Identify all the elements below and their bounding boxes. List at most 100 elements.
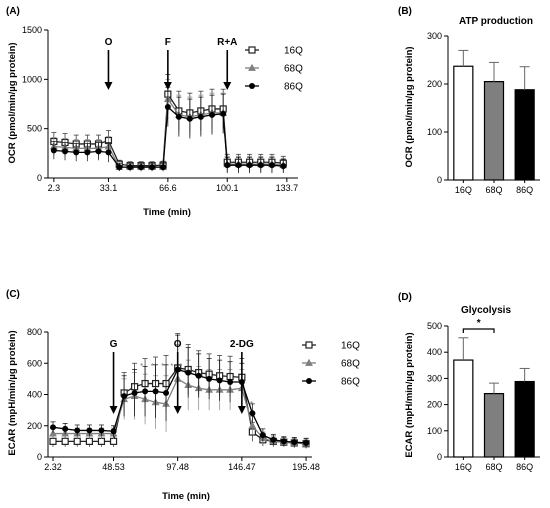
- panel-d-significance-star: *: [477, 318, 481, 329]
- panel-b-y-tick-label: 0: [437, 175, 442, 185]
- panel-a-86Q-marker: [149, 164, 156, 171]
- panel-c-significance-star: *: [161, 362, 164, 371]
- panel-a-86Q-marker: [138, 164, 145, 171]
- panel-a-injection-arrow-head: [163, 82, 172, 90]
- panel-a-x-tick-label: 100.1: [216, 183, 239, 193]
- panel-c-86Q-marker: [270, 436, 277, 443]
- panel-a-x-tick-label: 133.7: [276, 183, 299, 193]
- panel-a-86Q-marker: [73, 149, 80, 156]
- panel-a-86Q-marker: [105, 149, 112, 156]
- panel-a-legend-marker: [248, 63, 256, 71]
- panel-c-injection-label: G: [110, 339, 118, 350]
- panel-a-86Q-marker: [84, 149, 91, 156]
- panel-c-significance-star: *: [170, 362, 173, 371]
- panel-a-86Q-marker: [257, 162, 264, 169]
- panel-c-y-tick-label: 600: [27, 358, 42, 368]
- panel-a-y-tick-label: 500: [27, 124, 42, 134]
- panel-c-86Q-marker: [249, 410, 256, 417]
- panel-c-86Q-marker: [50, 424, 57, 431]
- panel-c-significance-star: *: [140, 362, 143, 371]
- panel-a-legend-marker: [248, 46, 256, 54]
- panel-a-86Q-marker: [197, 113, 204, 120]
- panel-d-x-tick-label: 16Q: [455, 462, 472, 472]
- panel-d-bar-86Q: [514, 380, 535, 458]
- panel-c-86Q-marker: [74, 427, 81, 434]
- panel-a-x-tick-label: 33.1: [100, 183, 118, 193]
- panel-a-injection-arrow-head: [104, 82, 113, 90]
- panel-a-x-tick-label: 66.6: [159, 183, 177, 193]
- panel-a-injection-label: F: [165, 37, 171, 48]
- panel-c-x-tick-label: 195.48: [292, 462, 320, 472]
- panel-c-86Q-marker: [131, 389, 138, 396]
- panel-a-legend-label: 68Q: [284, 64, 303, 75]
- panel-c-86Q-marker: [86, 427, 93, 434]
- panel-d-x-tick-label: 86Q: [516, 462, 533, 472]
- panel-a-86Q-marker: [160, 164, 167, 171]
- panel-a-legend-marker: [249, 83, 255, 89]
- panel-c-86Q-marker: [110, 428, 117, 435]
- panel-c-injection-label: O: [174, 339, 182, 350]
- panel-c-86Q-marker: [259, 432, 266, 439]
- panel-d-y-tick-label: 100: [427, 426, 442, 436]
- panel-a-86Q-marker: [127, 164, 134, 171]
- panel-a-injection-arrow-head: [223, 82, 232, 90]
- panel-c-label: (C): [6, 289, 20, 300]
- panel-c-injection-arrow-head: [109, 406, 118, 414]
- panel-c-86Q-marker: [216, 377, 223, 384]
- panel-c-16Q-marker: [49, 437, 57, 445]
- panel-c-significance-star: *: [179, 362, 182, 371]
- panel-a-y-tick-label: 0: [37, 173, 42, 183]
- panel-d-significance-bracket: [462, 328, 495, 333]
- panel-d-y-tick-label: 500: [427, 321, 442, 331]
- panel-c-significance-star: *: [250, 400, 253, 409]
- panel-c-86Q-marker: [303, 439, 310, 446]
- panel-c-y-axis-label: ECAR (mpH/min/µg protein): [7, 330, 18, 455]
- panel-a-y-tick-label: 1000: [22, 74, 42, 84]
- panel-c-x-axis-label: Time (min): [162, 491, 210, 502]
- panel-c-x-tick-label: 2.32: [44, 462, 62, 472]
- panel-a-86Q-marker: [164, 103, 171, 110]
- panel-c-16Q-marker: [109, 437, 118, 445]
- panel-c-16Q-marker: [73, 437, 81, 445]
- panel-d-x-tick-label: 68Q: [485, 462, 502, 472]
- panel-c-legend-label: 16Q: [341, 341, 360, 352]
- panel-c-86Q-marker: [121, 393, 128, 400]
- panel-c-16Q-marker: [97, 437, 106, 445]
- panel-a-y-tick-label: 1500: [22, 25, 42, 35]
- panel-c-86Q-marker: [142, 388, 149, 395]
- panel-c-86Q-marker: [227, 379, 234, 385]
- panel-c-86Q-marker: [98, 427, 105, 434]
- panel-c-y-tick-label: 400: [27, 390, 42, 400]
- panel-d-label: (D): [398, 292, 412, 303]
- panel-a-86Q-marker: [186, 115, 193, 122]
- panel-c-16Q-marker: [61, 437, 69, 445]
- panel-a-y-axis-label: OCR (pmol/min/µg protein): [7, 42, 18, 163]
- panel-c-y-tick-label: 200: [27, 421, 42, 431]
- panel-a-86Q-marker: [50, 147, 57, 154]
- panel-c-x-tick-label: 97.48: [166, 462, 189, 472]
- panel-a-86Q-marker: [62, 148, 69, 155]
- panel-b-label: (B): [398, 6, 412, 17]
- panel-a-x-axis-label: Time (min): [143, 207, 191, 218]
- panel-c-y-tick-label: 800: [27, 327, 42, 337]
- panel-b-x-tick-label: 86Q: [516, 185, 533, 195]
- panel-a-86Q-marker: [268, 162, 275, 169]
- panel-b-x-tick-label: 68Q: [485, 185, 502, 195]
- panel-b-bar-16Q: [453, 65, 474, 181]
- panel-d-bar-16Q: [453, 359, 474, 458]
- panel-d-y-tick-label: 0: [437, 452, 442, 462]
- panel-a-86Q-marker: [209, 111, 216, 118]
- panel-c-86Q-marker: [152, 388, 159, 395]
- panel-c-86Q-marker: [280, 438, 287, 445]
- panel-a-x-tick-label: 2.3: [48, 183, 61, 193]
- panel-a-86Q-marker: [220, 110, 227, 117]
- panel-b-title: ATP production: [459, 16, 533, 27]
- panel-a-86Q-marker: [280, 163, 287, 170]
- panel-c-y-tick-label: 0: [37, 452, 42, 462]
- panel-b-y-tick-label: 300: [427, 31, 442, 41]
- panel-c-86Q-marker: [62, 425, 69, 432]
- panel-c-86Q-marker: [206, 375, 213, 382]
- panel-b-bar-68Q: [483, 80, 505, 181]
